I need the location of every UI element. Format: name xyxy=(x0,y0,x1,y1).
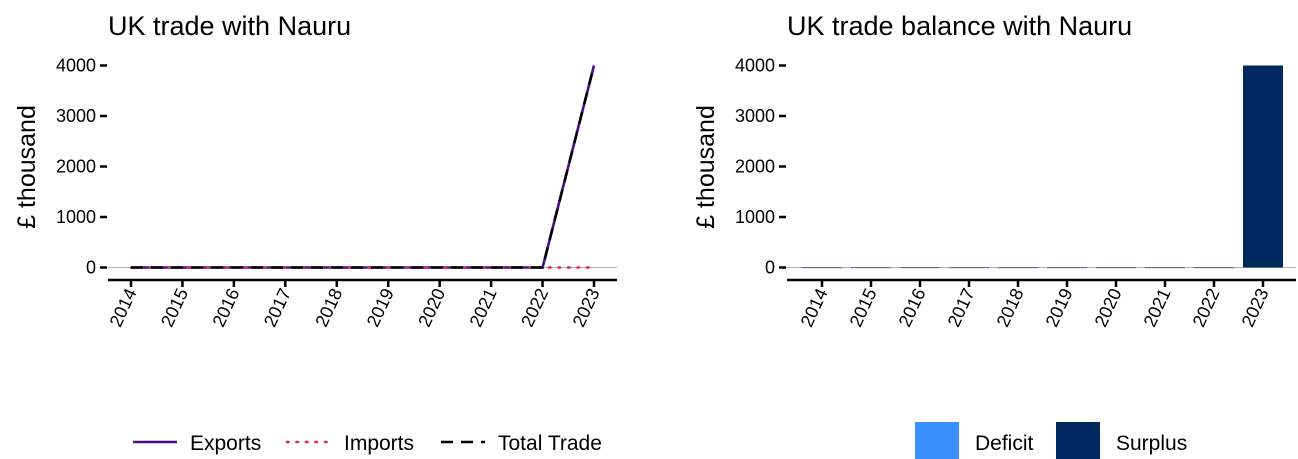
x-tick-label: 2023 xyxy=(1238,285,1273,330)
line-chart-y-ticks: 0 1000 2000 3000 4000 xyxy=(56,56,107,278)
y-tick-label: 0 xyxy=(86,258,96,278)
x-tick-label: 2019 xyxy=(1042,285,1077,330)
x-tick-label: 2022 xyxy=(517,285,552,330)
x-tick-label: 2016 xyxy=(208,285,243,330)
x-tick-label: 2014 xyxy=(106,285,141,330)
balance-bar-panel: UK trade balance with Nauru £ thousand 0… xyxy=(692,11,1296,459)
x-tick-label: 2018 xyxy=(311,285,346,330)
x-tick-label: 2017 xyxy=(260,285,295,330)
line-chart-x-ticks: 2014 2015 2016 2017 2018 2019 2020 2021 2022 2023 xyxy=(106,280,604,330)
y-tick-label: 0 xyxy=(765,258,775,278)
x-tick-label: 2017 xyxy=(944,285,979,330)
bar-2021 xyxy=(1145,267,1185,269)
y-tick-label: 3000 xyxy=(735,106,775,126)
bar-2019 xyxy=(1047,267,1087,269)
x-tick-label: 2021 xyxy=(1140,285,1175,330)
bar-2015 xyxy=(851,267,891,269)
line-chart-series xyxy=(129,65,596,269)
x-tick-label: 2015 xyxy=(157,285,192,330)
bar-2022 xyxy=(1194,267,1234,269)
bar-2016 xyxy=(900,267,940,269)
legend-label: Total Trade xyxy=(498,432,602,455)
x-tick-label: 2022 xyxy=(1189,285,1224,330)
line-chart-legend: Exports Imports Total Trade xyxy=(133,432,602,455)
bar-2017 xyxy=(949,267,989,269)
x-tick-label: 2016 xyxy=(895,285,930,330)
series-line-exports xyxy=(131,65,596,269)
bar-2014 xyxy=(802,267,842,269)
x-tick-label: 2020 xyxy=(1091,285,1126,330)
bar-chart-x-ticks: 2014 2015 2016 2017 2018 2019 2020 2021 2022 2023 xyxy=(797,280,1273,330)
legend-swatch-surplus xyxy=(1056,422,1100,459)
y-tick-label: 4000 xyxy=(735,56,775,76)
line-chart-y-axis-label: £ thousand xyxy=(13,105,41,229)
y-tick-label: 4000 xyxy=(56,56,96,76)
legend-label: Imports xyxy=(344,432,414,455)
bar-chart-y-ticks: 0 1000 2000 3000 4000 xyxy=(735,56,786,278)
legend-swatch-deficit xyxy=(915,422,959,459)
line-chart-title: UK trade with Nauru xyxy=(108,11,351,41)
x-tick-label: 2018 xyxy=(993,285,1028,330)
x-tick-label: 2020 xyxy=(414,285,449,330)
bar-chart-legend: Deficit Surplus xyxy=(915,422,1187,459)
x-tick-label: 2015 xyxy=(846,285,881,330)
x-tick-label: 2023 xyxy=(569,285,604,330)
bar-chart-y-axis-label: £ thousand xyxy=(692,105,720,229)
x-tick-label: 2021 xyxy=(466,285,501,330)
bar-2023 xyxy=(1243,65,1283,268)
bar-2018 xyxy=(998,267,1038,269)
y-tick-label: 1000 xyxy=(735,207,775,227)
y-tick-label: 2000 xyxy=(56,157,96,177)
y-tick-label: 3000 xyxy=(56,106,96,126)
x-tick-label: 2014 xyxy=(797,285,832,330)
bar-2020 xyxy=(1096,267,1136,269)
legend-label: Deficit xyxy=(975,432,1034,455)
bar-chart-title: UK trade balance with Nauru xyxy=(787,11,1132,41)
y-tick-label: 1000 xyxy=(56,207,96,227)
y-tick-label: 2000 xyxy=(735,157,775,177)
legend-label: Exports xyxy=(190,432,261,455)
trade-line-panel: UK trade with Nauru £ thousand 0 1000 2000… xyxy=(13,11,617,455)
legend-label: Surplus xyxy=(1116,432,1187,455)
bar-chart-bars xyxy=(802,65,1283,269)
series-line-total-trade xyxy=(131,65,596,269)
x-tick-label: 2019 xyxy=(363,285,398,330)
